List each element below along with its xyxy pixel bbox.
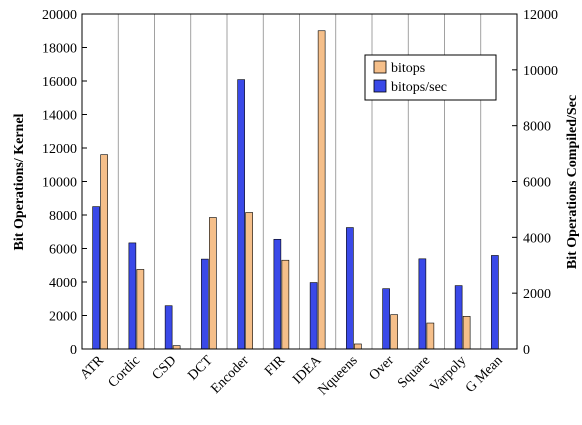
x-tick-label: Over	[367, 353, 398, 384]
bar-bitops-per-sec-square	[418, 258, 427, 350]
left-tick-label: 16000	[42, 75, 77, 90]
bar-bitops-per-sec-dct	[201, 258, 209, 350]
left-y-axis: 0 2000 4000 6000 8000 10000 12000 14000 16000 180…	[42, 8, 87, 358]
bar-bitops-per-sec-nqueens	[346, 227, 354, 350]
bar-bitops-per-sec-encoder	[237, 79, 245, 350]
legend-swatch-bitops-per-sec	[373, 79, 387, 93]
right-tick-label: 12000	[523, 8, 558, 23]
left-tick-label: 0	[70, 343, 77, 358]
bar-bitops-csd	[172, 345, 181, 350]
right-y-axis: 0 2000 4000 6000 8000 10000 12000	[512, 8, 558, 358]
left-tick-label: 18000	[42, 42, 77, 57]
legend: bitops bitops/sec	[364, 54, 497, 101]
bar-bitops-atr	[100, 154, 108, 350]
legend-label-bitops-per-sec: bitops/sec	[391, 80, 447, 95]
bar-bitops-per-sec-atr	[92, 206, 100, 350]
bar-bitops-encoder	[245, 212, 253, 350]
x-tick-label: Varpoly	[428, 353, 470, 395]
legend-box	[364, 54, 497, 101]
bar-bitops-varpoly	[462, 316, 471, 350]
bar-bitops-fir	[281, 259, 290, 350]
x-tick-label: Encoder	[208, 353, 252, 397]
x-tick-label: Nqueens	[315, 353, 360, 398]
x-tick-label: DCT	[185, 353, 216, 384]
x-tick-label: CSD	[150, 353, 180, 383]
bar-bitops-nqueens	[354, 343, 362, 350]
left-tick-label: 20000	[42, 8, 77, 23]
right-tick-label: 0	[523, 343, 530, 358]
left-tick-label: 6000	[49, 243, 77, 258]
bar-bitops-per-sec-over	[382, 288, 390, 350]
left-tick-label: 8000	[49, 209, 77, 224]
left-tick-label: 14000	[42, 109, 77, 124]
bar-bitops-square	[426, 322, 435, 350]
right-tick-label: 6000	[523, 176, 551, 191]
left-tick-label: 4000	[49, 276, 77, 291]
bar-bitops-per-sec-g-mean	[491, 255, 499, 350]
left-tick-label: 2000	[49, 310, 77, 325]
left-tick-label: 10000	[42, 176, 77, 191]
right-tick-label: 2000	[523, 287, 551, 302]
left-axis-title: Bit Operations/ Kernel	[12, 113, 27, 250]
x-tick-label: ATR	[78, 353, 108, 383]
bar-bitops-over	[390, 314, 398, 350]
bar-bitops-dct	[209, 217, 217, 350]
bar-bitops-cordic	[136, 269, 145, 350]
x-tick-label: G Mean	[463, 353, 506, 396]
right-tick-label: 4000	[523, 231, 551, 246]
left-tick-label: 12000	[42, 142, 77, 157]
bar-bitops-per-sec-idea	[309, 282, 318, 350]
x-tick-label: FIR	[262, 353, 288, 379]
bar-bitops-per-sec-cordic	[128, 242, 137, 350]
right-tick-label: 8000	[523, 120, 551, 135]
bar-bitops-per-sec-fir	[273, 238, 282, 350]
bar-bitops-per-sec-varpoly	[454, 285, 463, 350]
legend-label-bitops: bitops	[391, 61, 425, 76]
bar-bitops-idea	[317, 30, 326, 350]
right-axis-title: Bit Operations Compiled/Sec	[565, 95, 580, 269]
x-tick-label: Cordic	[106, 353, 144, 391]
legend-swatch-bitops	[373, 60, 387, 74]
right-tick-label: 10000	[523, 64, 558, 79]
bar-bitops-per-sec-csd	[164, 305, 173, 350]
